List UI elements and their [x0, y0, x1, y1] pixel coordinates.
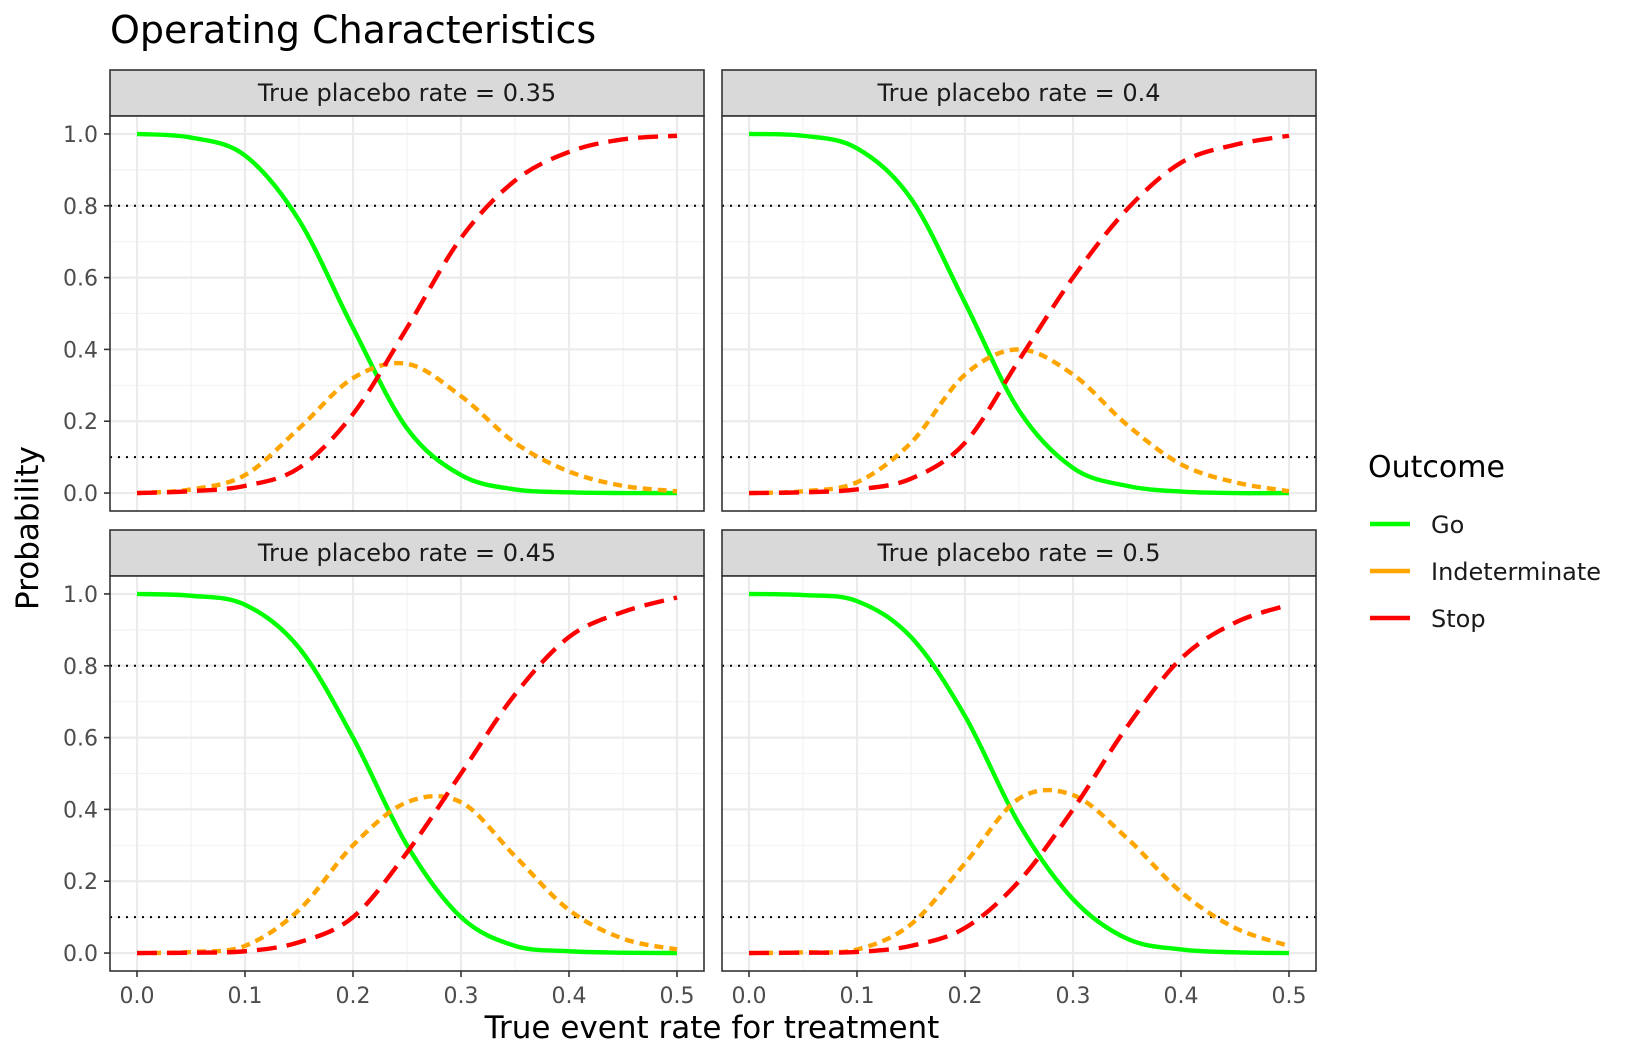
facet-strip-label: True placebo rate = 0.45 [257, 539, 556, 567]
x-tick-label: 0.3 [1056, 984, 1091, 1009]
facet-strip [721, 529, 1317, 577]
facet-panel-4: True placebo rate = 0.5 [721, 529, 1317, 972]
x-tick-label: 0.5 [660, 984, 695, 1009]
facet-strip-label: True placebo rate = 0.4 [876, 79, 1160, 107]
panel-border [721, 115, 1317, 512]
series-line-indeterminate [748, 347, 1290, 496]
x-tick-label: 0.2 [948, 984, 983, 1009]
y-tick-label: 0.4 [63, 798, 98, 823]
series-line-indeterminate [748, 787, 1290, 956]
facet-panel-3: True placebo rate = 0.45 [109, 529, 705, 972]
x-axis-title: True event rate for treatment [484, 1010, 940, 1046]
y-axis-title: Probability [10, 446, 46, 610]
facet-strip [109, 529, 705, 577]
facet-panels: True placebo rate = 0.35 True placebo rat… [109, 69, 1317, 972]
series-line-stop [136, 133, 678, 496]
series-line-indeterminate [136, 793, 678, 956]
y-tick-label: 0.6 [63, 267, 98, 292]
y-tick-label: 0.6 [63, 727, 98, 752]
series-line-stop [748, 133, 1290, 496]
facet-strip-label: True placebo rate = 0.5 [876, 539, 1160, 567]
x-tick-label: 0.3 [444, 984, 479, 1009]
series-line-go [136, 131, 678, 496]
x-tick-label: 0.4 [1164, 984, 1199, 1009]
facet-strip [721, 69, 1317, 117]
series-line-indeterminate [136, 360, 678, 496]
x-tick-label: 0.1 [228, 984, 263, 1009]
series-line-go [136, 591, 678, 956]
chart-title: Operating Characteristics [110, 8, 596, 52]
x-tick-label: 0.5 [1272, 984, 1307, 1009]
y-tick-label: 1.0 [63, 123, 98, 148]
y-tick-label: 0.8 [63, 195, 98, 220]
legend-entry-indeterminate: Indeterminate [1370, 558, 1601, 586]
y-tick-label: 0.4 [63, 338, 98, 363]
x-tick-label: 0.2 [336, 984, 371, 1009]
legend-label: Go [1431, 511, 1464, 539]
y-tick-label: 1.0 [63, 583, 98, 608]
y-tick-label: 0.0 [63, 942, 98, 967]
y-tick-label: 0.2 [63, 410, 98, 435]
y-tick-label: 0.8 [63, 655, 98, 680]
series-line-go [748, 131, 1290, 496]
panel-border [109, 575, 705, 972]
legend-entry-stop: Stop [1370, 605, 1486, 633]
series-line-go [748, 591, 1290, 956]
facet-strip [109, 69, 705, 117]
panel-border [721, 575, 1317, 972]
x-tick-label: 0.0 [732, 984, 767, 1009]
y-tick-label: 0.0 [63, 482, 98, 507]
axes: 0.0 0.2 0.4 0.6 0.8 1.0 0.0 0.2 0.4 0.6 0.8 1.0 0.0 0… [63, 123, 1307, 1009]
x-tick-label: 0.0 [120, 984, 155, 1009]
y-tick-label: 0.2 [63, 870, 98, 895]
legend-entry-go: Go [1370, 511, 1464, 539]
facet-panel-1: True placebo rate = 0.35 [109, 69, 705, 512]
facet-strip-label: True placebo rate = 0.35 [257, 79, 556, 107]
x-tick-label: 0.1 [840, 984, 875, 1009]
legend-label: Indeterminate [1431, 558, 1601, 586]
panel-border [109, 115, 705, 512]
series-line-stop [748, 602, 1290, 956]
legend-label: Stop [1431, 605, 1486, 633]
x-tick-label: 0.4 [552, 984, 587, 1009]
facet-panel-2: True placebo rate = 0.4 [721, 69, 1317, 512]
legend: Outcome Go Indeterminate Stop [1368, 450, 1601, 633]
legend-title: Outcome [1368, 450, 1505, 485]
series-line-stop [136, 595, 678, 956]
